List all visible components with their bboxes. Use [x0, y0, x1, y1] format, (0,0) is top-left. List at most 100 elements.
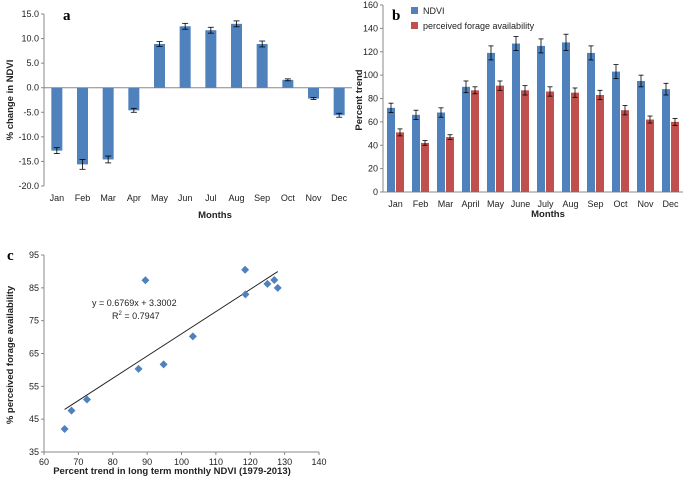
chart-a-ytick-label: 5.0	[26, 58, 39, 68]
chart-a-bar	[77, 87, 88, 165]
chart-c-point	[263, 279, 272, 288]
chart-c-point	[241, 290, 250, 299]
chart-b-y-label: Percent trend	[354, 69, 365, 130]
chart-c-xtick-label: 100	[174, 457, 189, 467]
chart-b-xtick-label: April	[461, 199, 479, 209]
chart-b-bar-ndvi	[412, 114, 420, 192]
legend-label-ndvi: NDVI	[423, 6, 445, 16]
chart-b-bar-forage	[546, 91, 554, 192]
chart-c-ytick-label: 65	[29, 349, 39, 359]
chart-b-ytick-label: 60	[368, 117, 378, 127]
chart-c: c 35 45 55 65 75 85 95 60 70 80 90 100 110 120 130 140…	[5, 248, 327, 477]
chart-c-point	[67, 406, 76, 415]
chart-b-bar-ndvi	[437, 112, 445, 192]
chart-b-bar-ndvi	[562, 42, 570, 193]
chart-a-xtick-label: Jan	[50, 193, 65, 203]
chart-a-ytick-label: -15.0	[18, 156, 39, 166]
chart-b-bar-forage	[571, 92, 579, 192]
chart-b-xtick-label: June	[511, 199, 531, 209]
chart-a-y-label: % change in NDVI	[5, 60, 16, 141]
chart-b-ytick-label: 0	[373, 187, 378, 197]
chart-b-bar-ndvi	[462, 86, 470, 192]
legend-swatch-ndvi	[411, 7, 418, 14]
chart-b-bar-ndvi	[487, 52, 495, 193]
chart-a-xtick-label: May	[151, 193, 169, 203]
chart-b-bar-forage	[671, 121, 679, 192]
chart-c-r2-sup: 2	[119, 311, 123, 317]
chart-b-xtick-label: Oct	[613, 199, 628, 209]
chart-b-ytick-label: 160	[363, 0, 378, 10]
chart-a-xtick-label: Feb	[75, 193, 91, 203]
chart-c-point	[273, 283, 282, 292]
chart-a-bar	[308, 87, 319, 99]
panel-label-c: c	[7, 248, 14, 264]
chart-b-bar-ndvi	[387, 107, 395, 192]
chart-b-xtick-label: Mar	[438, 199, 454, 209]
chart-a-xtick-label: Mar	[100, 193, 116, 203]
chart-c-ytick-label: 35	[29, 447, 39, 457]
chart-a-bar	[256, 43, 268, 88]
chart-c-y-label: % perceived forage availability	[5, 285, 16, 424]
chart-b-bar-ndvi	[637, 80, 645, 192]
chart-b-xtick-label: Jan	[388, 199, 403, 209]
chart-b-bar-ndvi	[512, 43, 520, 192]
chart-b-bar-forage	[396, 132, 404, 192]
chart-c-r2-label: R	[112, 311, 119, 321]
chart-c-xtick-label: 140	[311, 457, 326, 467]
chart-a-ytick-label: -5.0	[23, 107, 39, 117]
chart-c-x-label: Percent trend in long term monthly NDVI …	[53, 466, 291, 477]
chart-c-point	[60, 425, 69, 434]
chart-c-ytick-label: 55	[29, 381, 39, 391]
chart-b-bar-forage	[496, 85, 504, 192]
chart-b-xtick-label: Aug	[562, 199, 578, 209]
chart-b-xtick-label: Sep	[587, 199, 603, 209]
chart-a-ytick-label: 10.0	[21, 34, 39, 44]
chart-c-point	[134, 364, 143, 373]
chart-c-xtick-label: 110	[209, 457, 223, 467]
chart-a-bar	[205, 30, 217, 88]
chart-b-bar-ndvi	[587, 52, 595, 193]
chart-a-ytick-label: 0.0	[26, 83, 39, 93]
chart-c-point	[270, 275, 279, 284]
chart-b-legend: NDVI perceived forage availability	[411, 6, 535, 31]
chart-b-bar-forage	[471, 90, 479, 192]
chart-c-ytick-label: 95	[29, 250, 39, 260]
chart-a-xtick-label: Apr	[127, 193, 141, 203]
chart-c-ytick-label: 85	[29, 283, 39, 293]
chart-b-xtick-label: Feb	[413, 199, 429, 209]
chart-c-point	[188, 332, 197, 341]
chart-c-ytick-label: 75	[29, 316, 39, 326]
chart-c-xtick-label: 80	[108, 457, 118, 467]
chart-b-xtick-label: Nov	[637, 199, 654, 209]
chart-b: b 0 20 40 60 80 100 120 140 160 Jan Feb Mar April Ma…	[354, 0, 683, 220]
chart-a-xtick-label: Dec	[331, 193, 348, 203]
panel-label-a: a	[63, 8, 71, 24]
chart-a: a 15.0 10.0 5.0 0.0 -5.0 -10.0 -15.0 -20.0 Jan F…	[5, 8, 352, 221]
chart-a-ytick-label: 15.0	[21, 9, 39, 19]
chart-c-xtick-label: 130	[277, 457, 292, 467]
chart-c-point	[82, 395, 91, 404]
chart-b-bar-forage	[646, 119, 654, 192]
chart-b-x-label: Months	[531, 209, 565, 220]
chart-a-xtick-label: Jul	[205, 193, 217, 203]
chart-c-xtick-label: 70	[73, 457, 83, 467]
chart-b-bar-forage	[421, 142, 429, 192]
chart-a-bar	[179, 26, 191, 88]
chart-c-r2-value: = 0.7947	[122, 311, 160, 321]
chart-c-point	[159, 360, 168, 369]
chart-b-ytick-label: 120	[363, 47, 378, 57]
chart-a-xtick-label: Nov	[305, 193, 322, 203]
chart-a-xtick-label: Aug	[228, 193, 244, 203]
chart-a-bar	[231, 23, 242, 88]
chart-b-xtick-label: July	[537, 199, 554, 209]
chart-a-xtick-label: Jun	[178, 193, 193, 203]
chart-c-point	[241, 265, 250, 274]
chart-c-r2: R2 = 0.7947	[112, 311, 160, 321]
chart-b-bar-ndvi	[612, 71, 620, 192]
chart-a-x-label: Months	[198, 210, 232, 221]
chart-b-ytick-label: 140	[363, 23, 378, 33]
chart-b-xtick-label: May	[487, 199, 505, 209]
panel-label-b: b	[392, 8, 400, 24]
chart-a-xtick-label: Oct	[281, 193, 296, 203]
